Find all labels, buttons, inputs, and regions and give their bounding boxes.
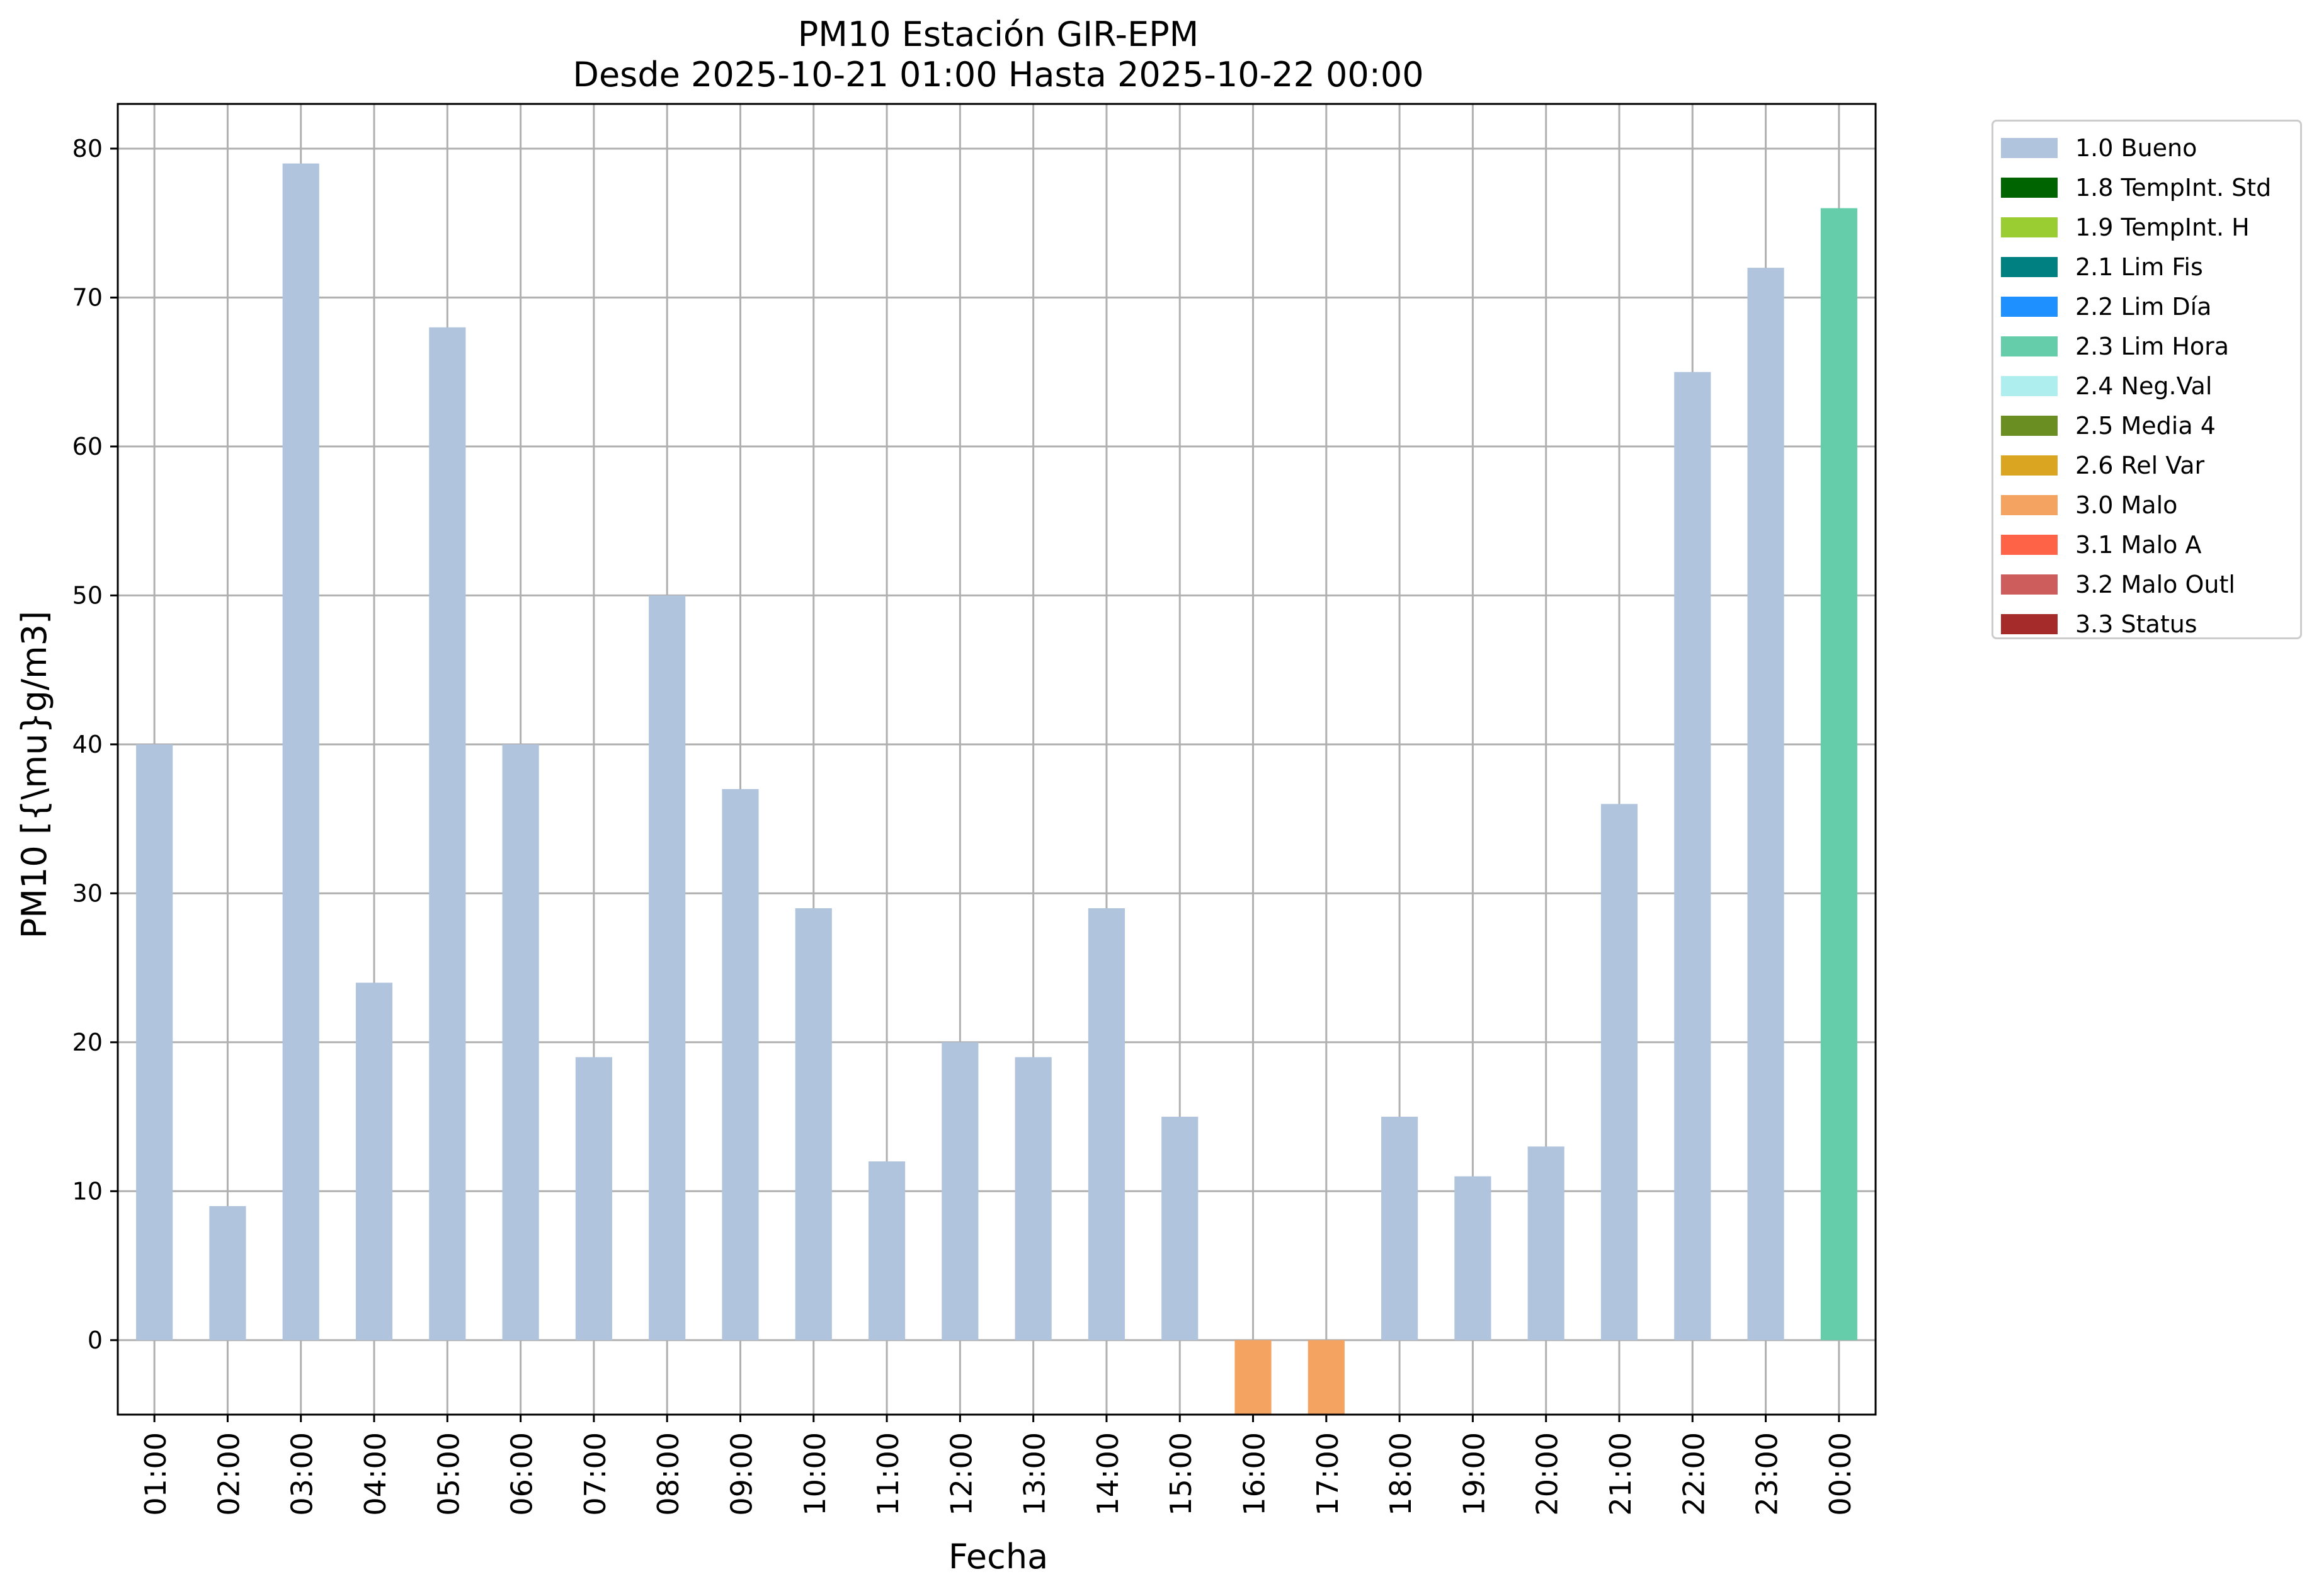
y-tick-label: 0 xyxy=(88,1326,103,1354)
bar xyxy=(1088,908,1125,1340)
bar xyxy=(722,789,759,1340)
chart-title: PM10 Estación GIR-EPM xyxy=(797,14,1199,54)
legend-label: 1.0 Bueno xyxy=(2075,134,2197,162)
legend-label: 1.8 TempInt. Std xyxy=(2075,174,2272,202)
legend-swatch xyxy=(2001,178,2058,198)
bar xyxy=(649,595,686,1340)
y-tick-label: 20 xyxy=(72,1029,103,1056)
x-tick-label: 18:00 xyxy=(1384,1432,1418,1516)
x-tick-label: 10:00 xyxy=(798,1432,832,1516)
legend-label: 3.1 Malo A xyxy=(2075,531,2202,559)
y-tick-label: 30 xyxy=(72,879,103,907)
legend-swatch xyxy=(2001,257,2058,277)
bar xyxy=(282,163,319,1340)
legend-swatch xyxy=(2001,495,2058,515)
x-tick-label: 16:00 xyxy=(1238,1432,1272,1516)
x-axis-label: Fecha xyxy=(948,1537,1049,1576)
x-tick-label: 11:00 xyxy=(871,1432,905,1516)
bar xyxy=(795,908,832,1340)
bar xyxy=(1161,1117,1199,1340)
x-tick-label: 14:00 xyxy=(1091,1432,1125,1516)
chart-subtitle: Desde 2025-10-21 01:00 Hasta 2025-10-22 … xyxy=(573,55,1424,94)
legend-label: 2.5 Media 4 xyxy=(2075,412,2216,440)
x-tick-label: 23:00 xyxy=(1750,1432,1784,1516)
x-tick-label: 05:00 xyxy=(431,1432,465,1516)
bar xyxy=(1454,1176,1491,1340)
bar xyxy=(209,1206,246,1340)
y-tick-label: 80 xyxy=(72,135,103,162)
x-tick-label: 02:00 xyxy=(212,1432,246,1516)
bar xyxy=(1308,1340,1345,1415)
bar xyxy=(1234,1340,1272,1415)
bar xyxy=(1674,372,1711,1340)
bar xyxy=(1820,208,1857,1340)
legend-swatch xyxy=(2001,336,2058,356)
bar xyxy=(136,744,173,1340)
bar xyxy=(575,1057,612,1340)
bar xyxy=(1747,268,1784,1340)
x-tick-label: 15:00 xyxy=(1164,1432,1198,1516)
x-tick-label: 13:00 xyxy=(1018,1432,1052,1516)
bar xyxy=(942,1042,979,1340)
x-tick-label: 04:00 xyxy=(358,1432,392,1516)
x-tick-label: 08:00 xyxy=(651,1432,685,1516)
legend-label: 3.2 Malo Outl xyxy=(2075,571,2235,598)
y-tick-label: 10 xyxy=(72,1177,103,1205)
legend: 1.0 Bueno 1.8 TempInt. Std 1.9 TempInt. H 2… xyxy=(1991,120,2302,639)
x-tick-label: 22:00 xyxy=(1677,1432,1711,1516)
x-tick-label: 06:00 xyxy=(505,1432,539,1516)
x-tick-label: 01:00 xyxy=(139,1432,173,1516)
legend-swatch xyxy=(2001,455,2058,476)
y-axis-label: PM10 [{\mu}g/m3] xyxy=(14,610,54,939)
y-tick-label: 70 xyxy=(72,283,103,311)
x-tick-label: 21:00 xyxy=(1604,1432,1638,1516)
bar xyxy=(429,327,466,1340)
bars-layer xyxy=(136,163,1857,1415)
bar xyxy=(1527,1146,1564,1340)
x-tick-label: 12:00 xyxy=(944,1432,978,1516)
ticks-layer: 0 10 20 30 40 50 60 70 80 01:00 02:00 03:00 04:00 05:… xyxy=(72,135,1857,1516)
bar xyxy=(355,983,393,1340)
legend-swatch xyxy=(2001,574,2058,595)
legend-label: 3.3 Status xyxy=(2075,610,2197,638)
bar xyxy=(868,1161,906,1340)
legend-swatch xyxy=(2001,138,2058,158)
x-tick-label: 03:00 xyxy=(285,1432,319,1516)
legend-label: 1.9 TempInt. H xyxy=(2075,214,2250,241)
bar xyxy=(1015,1057,1052,1340)
x-tick-label: 17:00 xyxy=(1311,1432,1345,1516)
legend-swatch xyxy=(2001,376,2058,396)
legend-label: 2.2 Lim Día xyxy=(2075,293,2212,321)
legend-label: 3.0 Malo xyxy=(2075,491,2178,519)
y-tick-label: 50 xyxy=(72,581,103,609)
legend-swatch xyxy=(2001,217,2058,237)
x-tick-label: 07:00 xyxy=(578,1432,612,1516)
x-tick-label: 00:00 xyxy=(1823,1432,1857,1516)
plot-frame xyxy=(117,103,1877,1416)
y-tick-label: 60 xyxy=(72,433,103,460)
x-tick-label: 19:00 xyxy=(1457,1432,1491,1516)
x-tick-label: 20:00 xyxy=(1530,1432,1564,1516)
y-tick-label: 40 xyxy=(72,731,103,758)
legend-label: 2.3 Lim Hora xyxy=(2075,333,2230,360)
legend-label: 2.1 Lim Fis xyxy=(2075,253,2203,281)
bar xyxy=(1600,804,1638,1340)
legend-swatch xyxy=(2001,535,2058,555)
bar xyxy=(502,744,539,1340)
x-tick-label: 09:00 xyxy=(724,1432,758,1516)
legend-swatch xyxy=(2001,416,2058,436)
legend-label: 2.6 Rel Var xyxy=(2075,452,2205,479)
bar xyxy=(1381,1117,1418,1340)
legend-label: 2.4 Neg.Val xyxy=(2075,372,2213,400)
legend-swatch xyxy=(2001,614,2058,634)
legend-swatch xyxy=(2001,297,2058,317)
